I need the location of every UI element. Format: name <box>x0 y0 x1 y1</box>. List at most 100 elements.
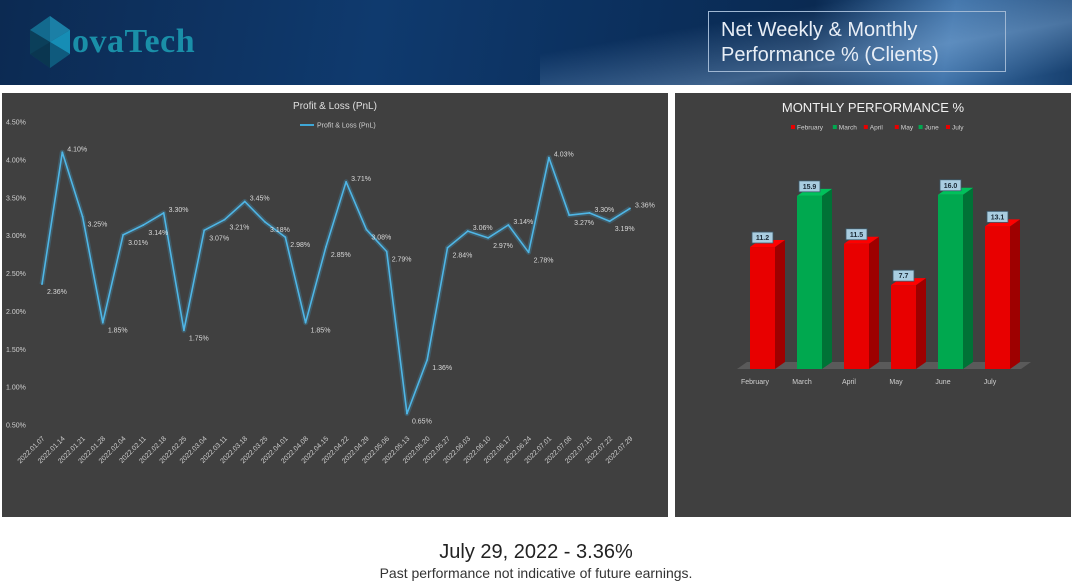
pnl-data-label: 3.30% <box>594 207 614 214</box>
pnl-point <box>324 246 327 248</box>
monthly-x-tick-label: April <box>842 379 856 386</box>
pnl-chart-title: Profit & Loss (PnL) <box>293 101 377 112</box>
pnl-data-label: 2.36% <box>47 289 67 296</box>
pnl-data-label: 1.75% <box>189 335 209 342</box>
pnl-y-tick-label: 4.50% <box>6 120 26 127</box>
page-title-box: Net Weekly & Monthly Performance % (Clie… <box>708 11 1006 72</box>
monthly-bar <box>891 285 916 369</box>
pnl-point <box>183 329 185 332</box>
pnl-y-tick-label: 0.50% <box>6 423 26 430</box>
pnl-point <box>284 236 287 239</box>
pnl-data-label: 2.97% <box>493 243 513 250</box>
logo-gem-icon <box>30 16 70 68</box>
header-banner: ovaTech Net Weekly & Monthly Performance… <box>0 0 1072 85</box>
pnl-data-label: 3.07% <box>209 235 229 242</box>
pnl-point <box>223 218 226 221</box>
monthly-legend-swatch <box>832 125 837 129</box>
pnl-data-label: 3.30% <box>169 207 189 214</box>
pnl-point <box>608 220 611 223</box>
monthly-legend-label: February <box>797 125 824 132</box>
monthly-chart-title: MONTHLY PERFORMANCE % <box>782 100 965 115</box>
pnl-y-tick-label: 1.50% <box>6 347 26 354</box>
pnl-point <box>203 229 206 232</box>
monthly-bar <box>797 195 822 369</box>
pnl-data-label: 3.14% <box>513 219 533 226</box>
pnl-data-label: 3.19% <box>615 226 635 233</box>
monthly-legend-label: July <box>952 125 964 132</box>
pnl-point <box>426 358 429 361</box>
pnl-y-tick-label: 2.00% <box>6 309 26 316</box>
monthly-legend-swatch <box>894 125 899 129</box>
monthly-bar-side <box>963 187 973 369</box>
pnl-data-label: 2.84% <box>453 253 473 260</box>
page-title-line2: Performance % (Clients) <box>721 44 939 66</box>
pnl-data-label: 3.71% <box>351 176 371 183</box>
monthly-value-box <box>892 269 915 282</box>
pnl-point <box>507 224 510 226</box>
pnl-data-label: 3.36% <box>635 202 655 209</box>
page-title-line1: Net Weekly & Monthly <box>721 19 918 41</box>
pnl-point <box>264 221 266 223</box>
pnl-data-label: 3.06% <box>473 225 493 232</box>
pnl-data-label: 3.01% <box>128 240 148 247</box>
pnl-y-tick-label: 3.00% <box>6 233 26 240</box>
pnl-point <box>243 200 246 203</box>
monthly-legend-swatch <box>863 125 868 129</box>
pnl-series-line <box>39 149 632 417</box>
pnl-point <box>101 321 104 324</box>
pnl-chart-panel: Profit & Loss (PnL) Profit & Loss (PnL) … <box>2 93 668 517</box>
pnl-point <box>142 224 145 226</box>
monthly-value-label: 13.1 <box>991 214 1005 221</box>
pnl-data-label: 3.25% <box>88 222 108 229</box>
footer-disclaimer: Past performance not indicative of futur… <box>379 565 693 581</box>
monthly-value-label: 7.7 <box>899 273 909 280</box>
pnl-data-label: 2.98% <box>290 242 310 249</box>
pnl-data-label: 3.08% <box>371 235 391 242</box>
monthly-legend-label: June <box>925 125 939 132</box>
monthly-value-box <box>798 180 821 193</box>
monthly-legend: February March April May June July <box>791 125 964 132</box>
monthly-bars: 11.2 15.9 11.5 7.7 16.0 13.1 <box>750 179 1020 369</box>
monthly-value-box <box>939 179 962 192</box>
pnl-point <box>466 230 469 232</box>
monthly-legend-label: March <box>839 125 857 132</box>
pnl-y-axis: 0.50% 1.00% 1.50% 2.00% 2.50% 3.00% 3.50% 4.00%… <box>6 120 26 430</box>
monthly-legend-swatch <box>791 125 795 129</box>
monthly-bar <box>750 247 775 369</box>
pnl-point <box>568 214 571 217</box>
monthly-value-label: 16.0 <box>944 183 958 190</box>
pnl-data-label: 1.36% <box>432 365 452 372</box>
pnl-y-tick-label: 1.00% <box>6 385 26 392</box>
monthly-legend-label: April <box>870 125 884 132</box>
pnl-y-tick-label: 3.50% <box>6 195 26 202</box>
pnl-data-label: 3.27% <box>574 220 594 227</box>
footer-headline: July 29, 2022 - 3.36% <box>439 541 633 563</box>
pnl-data-label: 3.18% <box>270 227 290 234</box>
pnl-line-chart: Profit & Loss (PnL) Profit & Loss (PnL) … <box>6 101 655 465</box>
monthly-legend-swatch <box>918 125 923 129</box>
pnl-point <box>446 246 449 249</box>
pnl-x-axis: 2022.01.072022.01.142022.01.212022.01.28… <box>17 435 635 465</box>
pnl-point <box>162 212 165 214</box>
monthly-legend-label: May <box>901 125 914 132</box>
pnl-data-label: 2.78% <box>534 257 554 264</box>
pnl-point <box>588 212 591 214</box>
pnl-point <box>487 236 489 239</box>
pnl-data-label: 2.79% <box>392 257 412 264</box>
monthly-value-label: 11.2 <box>756 235 769 242</box>
monthly-x-axis: February March April May June July <box>741 379 997 386</box>
monthly-x-tick-label: March <box>792 379 812 386</box>
pnl-data-label: 3.14% <box>148 230 168 237</box>
pnl-point <box>365 228 368 231</box>
monthly-bar-side <box>916 278 926 369</box>
pnl-point <box>406 412 408 415</box>
pnl-point <box>629 207 631 210</box>
monthly-bar <box>985 226 1010 369</box>
pnl-data-label: 1.85% <box>108 328 128 335</box>
pnl-point <box>345 180 348 183</box>
pnl-data-label: 0.65% <box>412 419 432 426</box>
monthly-value-label: 15.9 <box>803 184 817 191</box>
monthly-x-tick-label: June <box>935 379 950 386</box>
pnl-point <box>527 251 530 254</box>
monthly-bar <box>844 243 869 369</box>
